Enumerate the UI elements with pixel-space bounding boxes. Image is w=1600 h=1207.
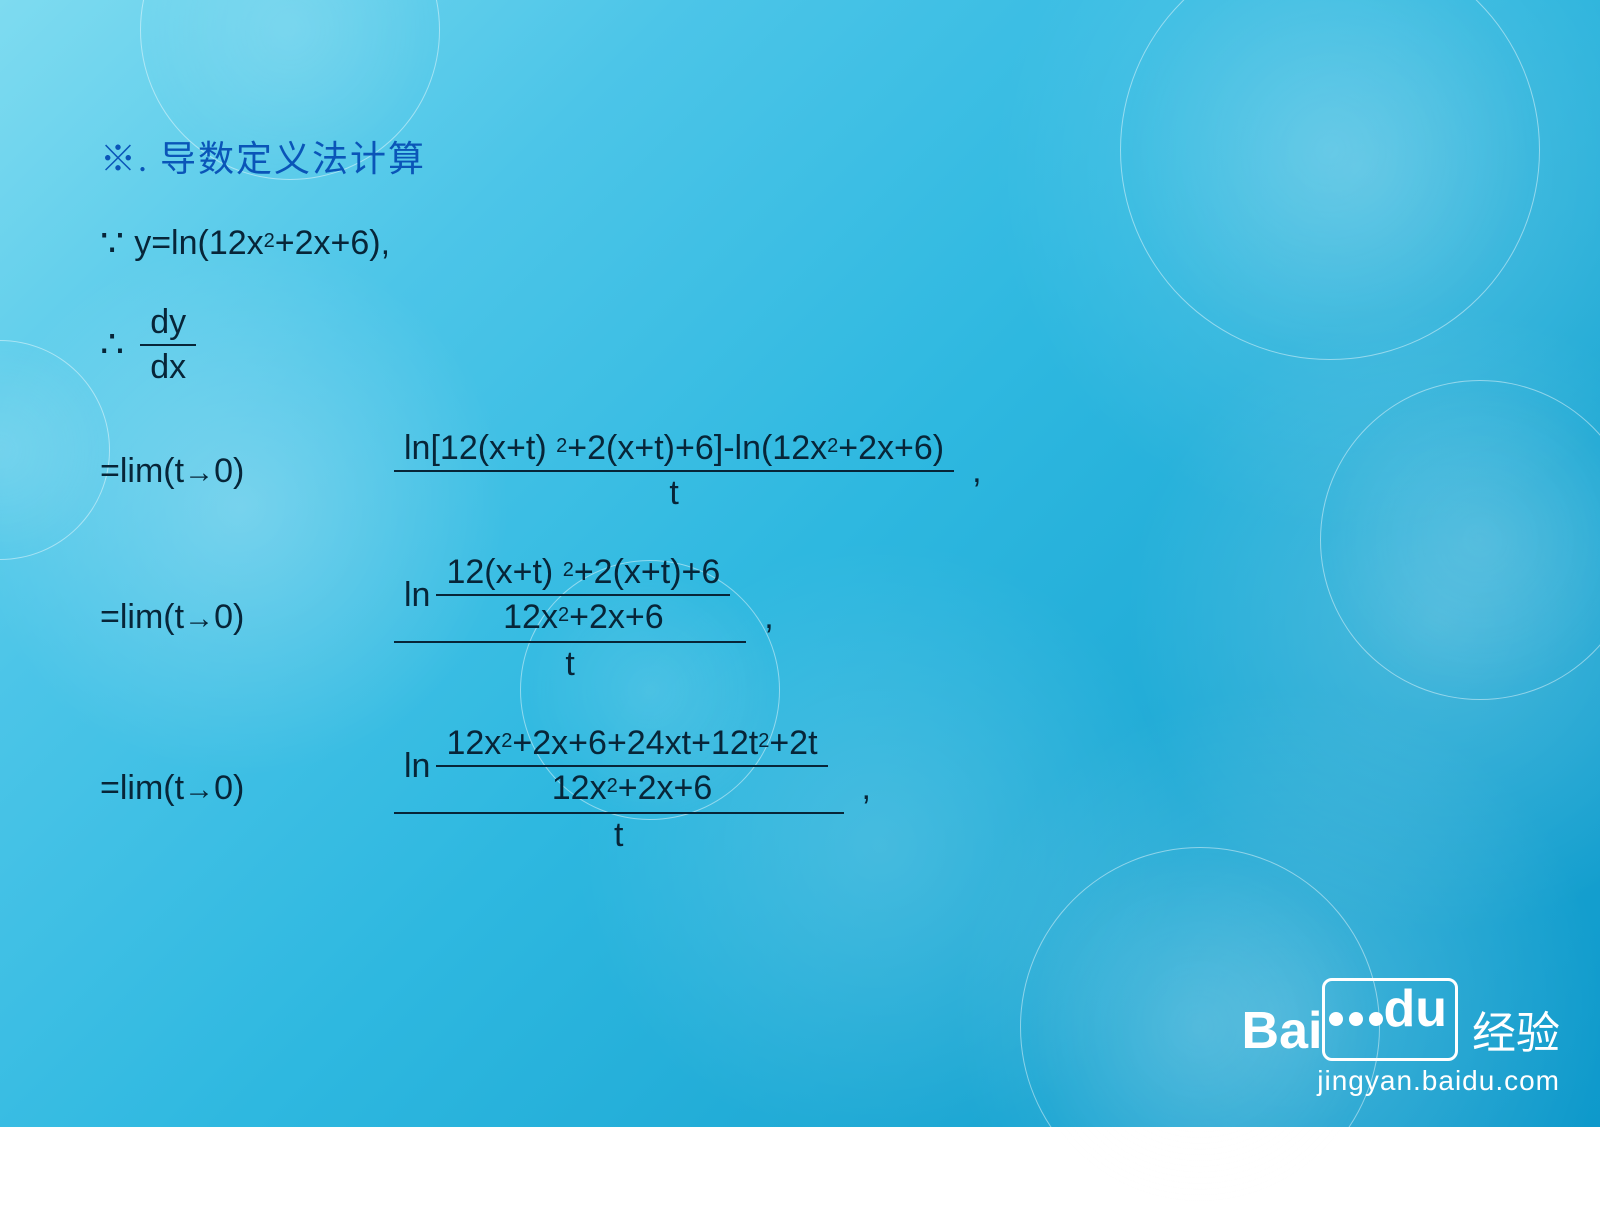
brand-label: 经验: [1472, 997, 1560, 1061]
fraction-numerator: dy: [140, 301, 196, 346]
step1-fraction: ln[12(x+t) 2+2(x+t)+6]-ln(12x2+2x+6) t: [394, 427, 954, 515]
fraction-denominator: t: [555, 643, 584, 686]
comma: ,: [764, 598, 773, 637]
wireframe-decor: [0, 340, 110, 560]
expr: 12x: [552, 769, 607, 808]
arrow-icon: →: [184, 456, 214, 489]
expr: +2(x+t)+6: [574, 553, 720, 592]
exponent: 2: [501, 730, 512, 753]
slide-title: ※. 导数定义法计算: [100, 130, 1540, 182]
fraction-denominator: 12x2+2x+6: [493, 596, 673, 639]
expr: +2x+6: [618, 769, 713, 808]
comma: ,: [862, 769, 871, 808]
dy-dx-fraction: dy dx: [140, 301, 196, 389]
exponent: 2: [558, 604, 569, 627]
expr: 12x: [446, 724, 501, 763]
step-1: =lim(t→0) ln[12(x+t) 2+2(x+t)+6]-ln(12x2…: [100, 427, 1540, 515]
expr: +2x+6): [838, 429, 944, 468]
limit-prefix: =lim(t→0): [100, 598, 360, 637]
exponent: 2: [827, 435, 838, 458]
step3-outer-fraction: ln 12x2+2x+6+24xt+12t2+2t 12x2+2x+6 t: [394, 720, 844, 857]
fraction-numerator: 12(x+t) 2+2(x+t)+6: [436, 551, 730, 596]
lim-text: =lim(t: [100, 769, 184, 807]
step-2: =lim(t→0) ln 12(x+t) 2+2(x+t)+6 12x2+2x+…: [100, 549, 1540, 686]
exponent: 2: [758, 730, 769, 753]
comma: ,: [972, 452, 981, 491]
lim-zero: 0): [214, 769, 244, 807]
lim-zero: 0): [214, 598, 244, 636]
step2-outer-fraction: ln 12(x+t) 2+2(x+t)+6 12x2+2x+6 t: [394, 549, 746, 686]
fraction-numerator: ln[12(x+t) 2+2(x+t)+6]-ln(12x2+2x+6): [394, 427, 954, 472]
fraction-numerator: ln 12(x+t) 2+2(x+t)+6 12x2+2x+6: [394, 549, 746, 643]
therefore-symbol: ∴: [100, 326, 124, 364]
watermark-brand: Bai du 经验: [1242, 978, 1560, 1061]
fraction-numerator: ln 12x2+2x+6+24xt+12t2+2t 12x2+2x+6: [394, 720, 844, 814]
expr: 12x: [503, 598, 558, 637]
given-eq-part: +2x+6),: [275, 224, 390, 263]
exponent: 2: [264, 230, 275, 253]
brand-text: Bai: [1242, 1001, 1323, 1061]
slide-content: ※. 导数定义法计算 ∵ y=ln(12x 2 +2x+6), ∴ dy dx …: [100, 130, 1540, 891]
expr: +2x+6: [569, 598, 664, 637]
because-symbol: ∵: [100, 225, 124, 263]
given-eq-part: y=ln(12x: [134, 224, 263, 263]
therefore-line: ∴ dy dx: [100, 301, 1540, 389]
expr: +2x+6+24xt+12t: [512, 724, 758, 763]
step3-inner-fraction: 12x2+2x+6+24xt+12t2+2t 12x2+2x+6: [436, 722, 827, 810]
exponent: 2: [556, 435, 567, 458]
given-line: ∵ y=ln(12x 2 +2x+6),: [100, 224, 1540, 263]
lim-text: =lim(t: [100, 452, 184, 490]
watermark-url: jingyan.baidu.com: [1242, 1065, 1560, 1097]
expr: +2(x+t)+6]-ln(12x: [567, 429, 827, 468]
expr: ln[12(x+t): [404, 429, 547, 468]
lim-zero: 0): [214, 452, 244, 490]
arrow-icon: →: [184, 602, 214, 635]
brand-box: du: [1322, 978, 1458, 1061]
ln-label: ln: [404, 747, 430, 786]
watermark: Bai du 经验 jingyan.baidu.com: [1242, 978, 1560, 1097]
fraction-denominator: t: [659, 472, 688, 515]
exponent: 2: [607, 775, 618, 798]
limit-prefix: =lim(t→0): [100, 769, 360, 808]
step2-inner-fraction: 12(x+t) 2+2(x+t)+6 12x2+2x+6: [436, 551, 730, 639]
lim-text: =lim(t: [100, 598, 184, 636]
limit-prefix: =lim(t→0): [100, 452, 360, 491]
fraction-numerator: 12x2+2x+6+24xt+12t2+2t: [436, 722, 827, 767]
fraction-denominator: dx: [140, 346, 196, 389]
fraction-denominator: 12x2+2x+6: [542, 767, 722, 810]
arrow-icon: →: [184, 773, 214, 806]
fraction-denominator: t: [604, 814, 633, 857]
expr: +2t: [769, 724, 817, 763]
paw-icon: [1329, 1012, 1383, 1026]
step-3: =lim(t→0) ln 12x2+2x+6+24xt+12t2+2t 12x2…: [100, 720, 1540, 857]
ln-label: ln: [404, 576, 430, 615]
exponent: 2: [563, 559, 574, 582]
brand-text: du: [1383, 980, 1447, 1038]
expr: 12(x+t): [446, 553, 553, 592]
